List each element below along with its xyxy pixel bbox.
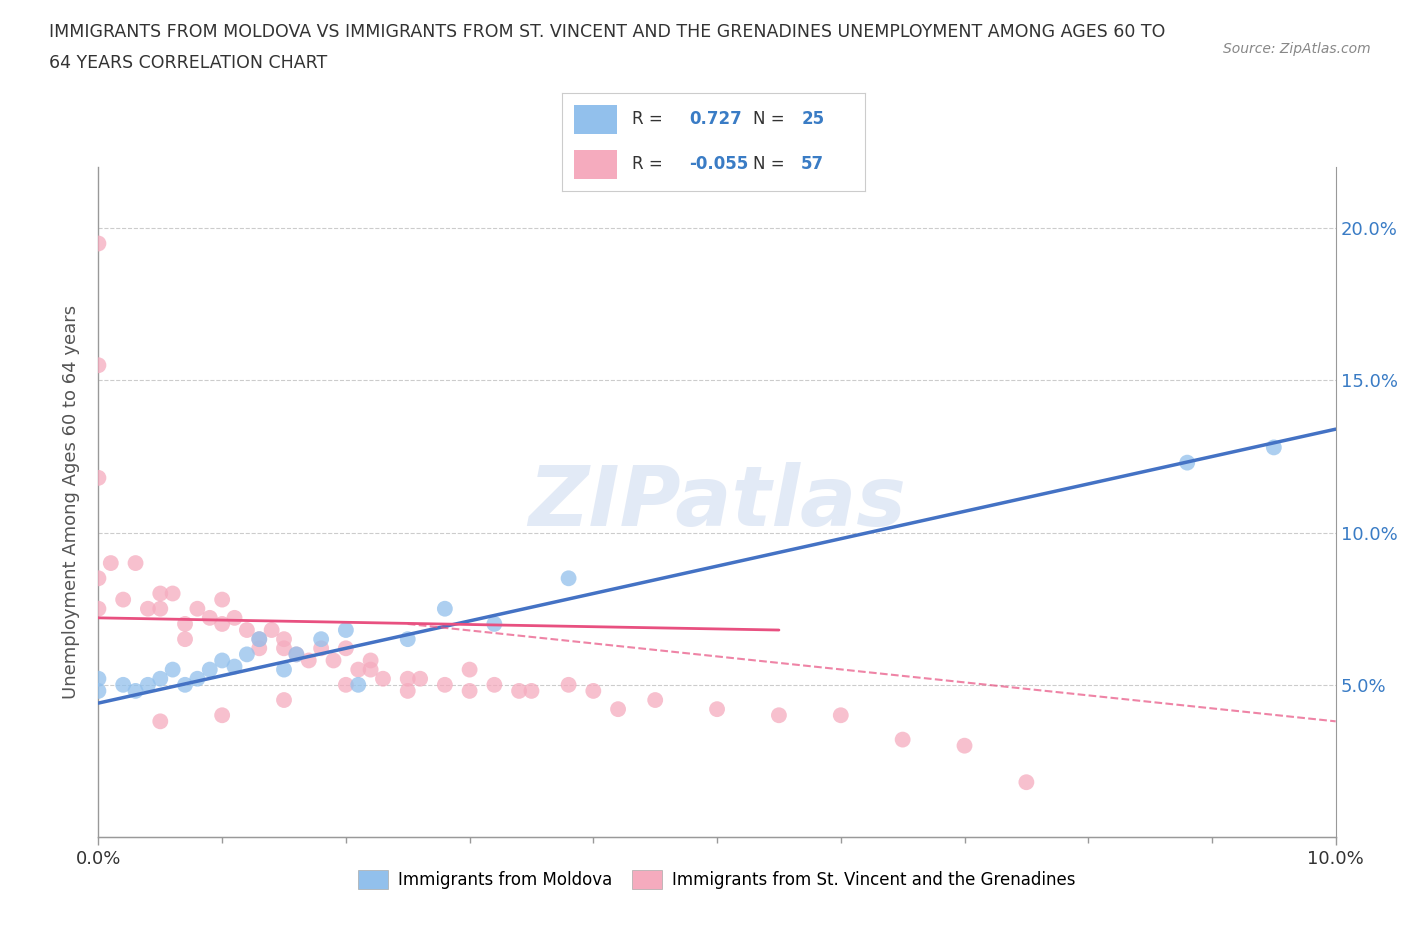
Point [458, 684, 481, 698]
Point [768, 708, 790, 723]
Point [124, 684, 146, 698]
Point [87, 358, 110, 373]
Text: R =: R = [631, 155, 662, 173]
Point [396, 671, 419, 686]
Point [1175, 455, 1198, 470]
Point [644, 693, 666, 708]
Point [433, 602, 456, 617]
Point [87, 236, 110, 251]
Point [433, 677, 456, 692]
Point [347, 662, 370, 677]
Point [273, 641, 295, 656]
Point [347, 677, 370, 692]
Y-axis label: Unemployment Among Ages 60 to 64 years: Unemployment Among Ages 60 to 64 years [62, 305, 80, 699]
Point [211, 708, 233, 723]
Text: -0.055: -0.055 [689, 155, 748, 173]
Point [224, 659, 246, 674]
Point [149, 714, 172, 729]
Point [211, 653, 233, 668]
Point [1015, 775, 1038, 790]
Point [396, 684, 419, 698]
Point [174, 617, 197, 631]
Point [87, 684, 110, 698]
Text: Source: ZipAtlas.com: Source: ZipAtlas.com [1223, 42, 1371, 56]
Point [508, 684, 530, 698]
Point [174, 631, 197, 646]
Text: R =: R = [631, 111, 662, 128]
Point [87, 571, 110, 586]
Point [136, 602, 159, 617]
Point [112, 677, 135, 692]
Text: N =: N = [752, 111, 785, 128]
Point [124, 555, 146, 570]
Point [273, 693, 295, 708]
Point [582, 684, 605, 698]
Point [335, 622, 357, 637]
Point [484, 617, 506, 631]
Point [174, 677, 197, 692]
Point [285, 647, 308, 662]
Text: 64 YEARS CORRELATION CHART: 64 YEARS CORRELATION CHART [49, 54, 328, 72]
Point [247, 631, 270, 646]
Point [87, 671, 110, 686]
Text: 25: 25 [801, 111, 824, 128]
Point [136, 677, 159, 692]
Point [953, 738, 976, 753]
Point [409, 671, 432, 686]
Text: ZIPatlas: ZIPatlas [529, 461, 905, 543]
Point [198, 662, 221, 677]
Point [298, 653, 321, 668]
Text: N =: N = [752, 155, 785, 173]
Point [309, 631, 332, 646]
Point [557, 571, 579, 586]
Point [149, 671, 172, 686]
Point [891, 732, 914, 747]
Point [112, 592, 135, 607]
Point [706, 702, 728, 717]
Point [273, 662, 295, 677]
Point [484, 677, 506, 692]
Point [260, 622, 283, 637]
Point [1263, 440, 1285, 455]
Point [335, 677, 357, 692]
Point [247, 641, 270, 656]
Point [211, 592, 233, 607]
Point [458, 662, 481, 677]
Point [396, 631, 419, 646]
Point [211, 617, 233, 631]
Point [87, 471, 110, 485]
Point [520, 684, 543, 698]
Text: 0.727: 0.727 [689, 111, 742, 128]
Point [360, 662, 382, 677]
Point [198, 610, 221, 625]
Text: 57: 57 [801, 155, 824, 173]
Point [186, 602, 208, 617]
Point [557, 677, 579, 692]
Point [236, 622, 259, 637]
Bar [575, 150, 617, 179]
Point [236, 647, 259, 662]
Point [309, 641, 332, 656]
Point [149, 602, 172, 617]
Point [371, 671, 394, 686]
Point [335, 641, 357, 656]
Point [830, 708, 852, 723]
Bar [575, 105, 617, 134]
Point [273, 631, 295, 646]
Legend: Immigrants from Moldova, Immigrants from St. Vincent and the Grenadines: Immigrants from Moldova, Immigrants from… [352, 863, 1083, 896]
Point [162, 586, 184, 601]
Point [607, 702, 630, 717]
Point [149, 586, 172, 601]
Point [360, 653, 382, 668]
Point [285, 647, 308, 662]
Point [162, 662, 184, 677]
Point [100, 555, 122, 570]
Point [247, 631, 270, 646]
Text: IMMIGRANTS FROM MOLDOVA VS IMMIGRANTS FROM ST. VINCENT AND THE GRENADINES UNEMPL: IMMIGRANTS FROM MOLDOVA VS IMMIGRANTS FR… [49, 23, 1166, 41]
Point [224, 610, 246, 625]
Point [322, 653, 344, 668]
Point [87, 602, 110, 617]
Point [186, 671, 208, 686]
